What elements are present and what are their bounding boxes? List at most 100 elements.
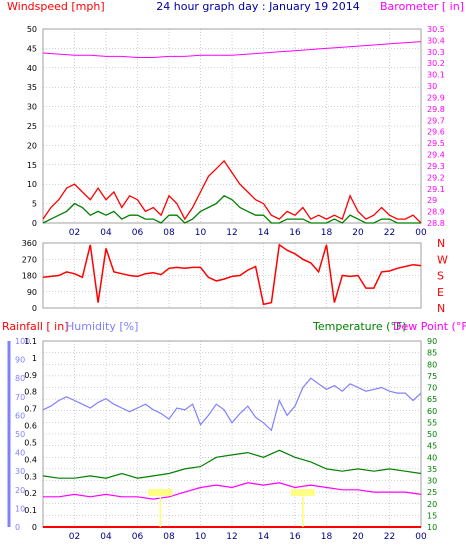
humidity-tick-label: 60 <box>15 411 25 420</box>
x-tick-label: 22 <box>384 228 395 238</box>
windspeed-tick-label: 15 <box>27 161 37 170</box>
windspeed-tick-label: 0 <box>32 219 37 228</box>
humidity-tick-label: 40 <box>15 449 25 458</box>
windspeed-tick-label: 50 <box>27 25 37 34</box>
humidity-tick-label: 20 <box>15 486 25 495</box>
temperature-tick-label: 80 <box>427 360 437 369</box>
barometer-tick-label: 28.8 <box>427 219 445 228</box>
barometer-tick-label: 29.6 <box>427 128 445 137</box>
marker-layer <box>148 489 315 527</box>
x-tick-label: 04 <box>100 532 112 542</box>
direction-tick-label: 270 <box>22 255 37 264</box>
temperature-axis-label: Temperature (°F) <box>312 320 407 333</box>
humidity-tick-label: 70 <box>15 393 25 402</box>
windspeed-tick-label: 5 <box>32 200 37 209</box>
temperature-tick-label: 10 <box>427 523 437 532</box>
rainfall-tick-label: 1 <box>32 354 37 363</box>
temperature-tick-label: 15 <box>427 511 437 520</box>
humidity-tick-label: 90 <box>15 356 25 365</box>
barometer-tick-label: 29.8 <box>427 105 445 114</box>
compass-label: W <box>437 253 448 266</box>
windspeed-tick-label: 30 <box>27 103 37 112</box>
temperature-tick-label: 20 <box>427 500 437 509</box>
humidity-tick-label: 0 <box>15 523 20 532</box>
barometer-tick-label: 29.1 <box>427 185 445 194</box>
windspeed-tick-label: 25 <box>27 122 37 131</box>
temperature-tick-label: 70 <box>427 384 437 393</box>
barometer-tick-label: 30.3 <box>427 48 445 57</box>
windspeed-tick-label: 40 <box>27 64 37 73</box>
rainfall-tick-label: 0.4 <box>24 455 37 464</box>
barometer-tick-label: 28.9 <box>427 208 445 217</box>
dewpoint-line <box>43 482 422 500</box>
barometer-tick-label: 30.2 <box>427 59 445 68</box>
rainfall-tick-label: 0.8 <box>24 388 37 397</box>
x-tick-label: 10 <box>195 228 207 238</box>
x-tick-label: 14 <box>258 532 270 542</box>
direction-tick-label: 180 <box>22 272 37 281</box>
x-tick-label: 22 <box>384 532 395 542</box>
x-tick-label: 06 <box>132 228 144 238</box>
barometer-tick-label: 30.5 <box>427 25 445 34</box>
humidity-tick-label: 80 <box>15 374 25 383</box>
humidity-line <box>42 377 422 432</box>
x-tick-label: 12 <box>226 532 237 542</box>
temperature-tick-label: 65 <box>427 395 437 404</box>
humidity-tick-label: 50 <box>15 430 25 439</box>
wind-direction-line <box>42 243 422 306</box>
direction-tick-label: 0 <box>32 304 37 313</box>
wind-gust-line <box>42 159 422 224</box>
compass-label: N <box>437 302 445 315</box>
barometer-axis-label: Barometer [ in] <box>380 0 464 13</box>
x-tick-label: 16 <box>289 228 301 238</box>
windspeed-tick-label: 45 <box>27 44 37 53</box>
rainfall-tick-label: 0.6 <box>24 422 37 431</box>
sun-marker-tag <box>148 489 173 496</box>
x-tick-label: 20 <box>352 228 364 238</box>
tick-label-layer: 0510152025303540455028.828.92929.129.229… <box>7 25 448 542</box>
barometer-tick-label: 30.4 <box>427 36 445 45</box>
x-tick-label: 14 <box>258 228 270 238</box>
temperature-tick-label: 55 <box>427 418 437 427</box>
temperature-tick-label: 85 <box>427 349 437 358</box>
x-tick-label: 20 <box>352 532 364 542</box>
direction-tick-label: 90 <box>27 288 37 297</box>
humidity-tick-label: 100 <box>15 337 30 346</box>
temperature-tick-label: 90 <box>427 337 437 346</box>
barometer-tick-label: 29.2 <box>427 173 445 182</box>
windspeed-axis-label: Windspeed [mph] <box>7 0 105 13</box>
x-tick-label: 02 <box>69 532 80 542</box>
x-tick-label: 18 <box>321 228 333 238</box>
compass-label: S <box>437 270 444 283</box>
rainfall-tick-label: 0.5 <box>24 438 37 447</box>
x-tick-label: 16 <box>289 532 301 542</box>
series-layer <box>42 41 422 528</box>
barometer-tick-label: 29.5 <box>427 139 445 148</box>
temperature-tick-label: 45 <box>427 442 437 451</box>
rainfall-tick-label: 0.7 <box>24 405 37 414</box>
x-tick-label: 08 <box>163 532 175 542</box>
direction-tick-label: 360 <box>22 239 37 248</box>
rainfall-tick-label: 0 <box>32 523 37 532</box>
barometer-line <box>42 41 422 58</box>
x-tick-label: 06 <box>132 532 144 542</box>
barometer-tick-label: 29 <box>427 196 437 205</box>
x-tick-label: 00 <box>415 532 427 542</box>
x-tick-label: 10 <box>195 532 207 542</box>
rainfall-tick-label: 0.2 <box>24 489 37 498</box>
windspeed-tick-label: 35 <box>27 83 37 92</box>
rainfall-tick-label: 0.3 <box>24 472 37 481</box>
temperature-tick-label: 35 <box>427 465 437 474</box>
compass-label: N <box>437 237 445 250</box>
barometer-tick-label: 29.4 <box>427 151 445 160</box>
wind-average-line <box>42 195 421 224</box>
temperature-tick-label: 75 <box>427 372 437 381</box>
barometer-tick-label: 30.1 <box>427 71 445 80</box>
rainfall-axis-label: Rainfall [ in] <box>2 320 69 333</box>
windspeed-tick-label: 10 <box>27 180 37 189</box>
grid-layer <box>43 28 421 528</box>
barometer-tick-label: 29.9 <box>427 93 445 102</box>
windspeed-tick-label: 20 <box>27 141 37 150</box>
dewpoint-axis-label: Dew Point (°F) <box>393 320 466 333</box>
rainfall-tick-label: 0.1 <box>24 506 37 515</box>
